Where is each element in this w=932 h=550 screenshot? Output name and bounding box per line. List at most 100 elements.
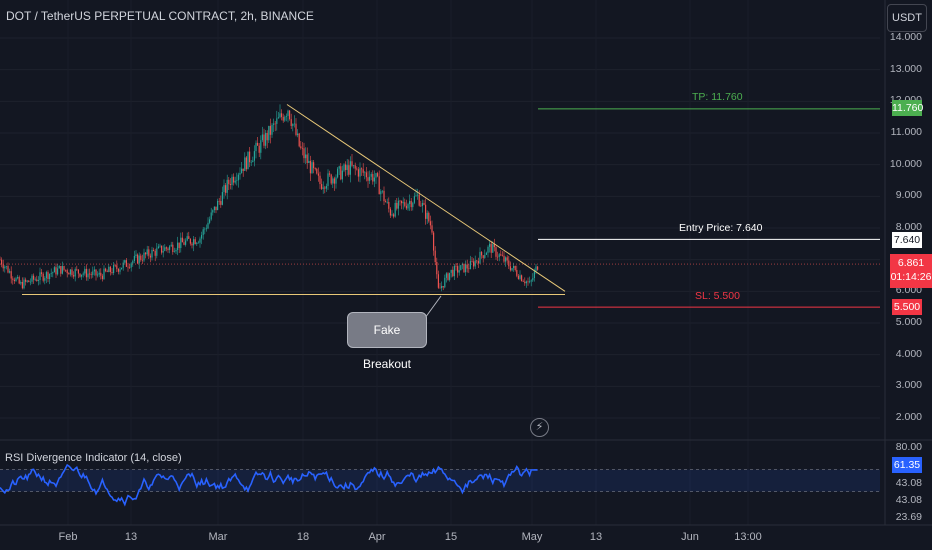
candle-body (265, 132, 267, 146)
candle-body (1, 259, 3, 265)
candle-body (409, 200, 411, 205)
candle-body (194, 239, 196, 244)
candle-body (527, 281, 529, 283)
candle-body (457, 266, 459, 273)
candle-body (261, 134, 263, 141)
tp-label: TP: 11.760 (692, 91, 743, 103)
candle-body (212, 210, 214, 213)
candlestick-series (0, 104, 539, 292)
candle-body (469, 261, 471, 269)
candle-body (121, 267, 123, 270)
candle-body (106, 271, 108, 273)
candle-body (415, 195, 417, 197)
candle-body (66, 270, 68, 274)
candle-body (279, 113, 281, 118)
candle-body (429, 221, 431, 226)
candle-body (460, 265, 462, 271)
candle-body (44, 278, 46, 281)
candle-body (439, 287, 441, 289)
candle-body (234, 180, 236, 183)
candle-body (322, 187, 324, 189)
candle-body (450, 269, 452, 273)
candle-body (231, 176, 233, 186)
candle-body (197, 242, 199, 244)
candle-body (255, 142, 257, 152)
candle-body (143, 252, 145, 261)
candle-body (519, 275, 521, 279)
candle-body (25, 279, 27, 282)
rsi-value-tag: 61.35 (892, 457, 922, 473)
candle-body (407, 204, 409, 209)
candle-body (317, 173, 319, 176)
candle-body (381, 190, 383, 192)
rsi-tick-2369: 23.69 (895, 511, 922, 523)
candle-body (463, 263, 465, 273)
candle-body (300, 146, 302, 148)
candle-body (489, 243, 491, 247)
candle-body (17, 277, 19, 279)
candle-body (130, 263, 132, 268)
candle-body (359, 168, 361, 177)
candle-body (290, 119, 292, 126)
price-tick-label: 5.000 (895, 316, 922, 328)
candle-body (74, 269, 76, 277)
candle-body (263, 134, 265, 146)
candle-body (313, 162, 315, 169)
candle-body (529, 281, 531, 283)
candle-body (354, 165, 356, 169)
candle-body (114, 265, 116, 266)
candle-body (21, 282, 23, 289)
candle-body (465, 264, 467, 273)
candle-body (12, 278, 14, 280)
candle-body (199, 238, 201, 243)
candle-body (127, 266, 129, 268)
candle-body (373, 177, 375, 182)
candle-body (52, 272, 54, 274)
candle-body (501, 255, 503, 257)
candle-body (13, 279, 15, 282)
candle-body (287, 110, 289, 117)
fake-breakout-callout[interactable]: Fake Breakout (347, 312, 427, 371)
candle-body (141, 259, 143, 261)
candle-body (244, 157, 246, 171)
candle-body (260, 140, 262, 153)
candle-body (335, 177, 337, 184)
candle-body (253, 151, 255, 161)
candle-body (90, 274, 92, 275)
candle-body (77, 269, 79, 274)
candle-body (428, 212, 430, 222)
candle-body (305, 154, 307, 159)
candle-body (509, 266, 511, 271)
candle-body (389, 208, 391, 216)
candle-body (289, 110, 291, 120)
candle-body (183, 242, 185, 245)
time-tick-label: May (521, 531, 543, 543)
candle-body (175, 249, 177, 252)
candle-body (57, 268, 59, 275)
candle-body (101, 275, 103, 280)
candle-body (516, 270, 518, 276)
candle-body (167, 248, 169, 250)
candle-body (103, 268, 105, 280)
candle-body (266, 132, 268, 141)
currency-button[interactable]: USDT (887, 4, 927, 32)
candle-body (383, 190, 385, 202)
candle-body (434, 250, 436, 263)
candle-body (521, 275, 523, 282)
candle-body (410, 200, 412, 208)
price-tick-label: 8.000 (895, 221, 922, 233)
candle-body (241, 168, 243, 173)
price-tick-label: 14.000 (889, 31, 922, 43)
candle-body (362, 169, 364, 173)
candle-body (28, 280, 30, 283)
candle-body (367, 177, 369, 181)
candle-body (269, 125, 271, 135)
candle-body (79, 273, 81, 277)
candle-body (87, 273, 89, 278)
candle-body (105, 268, 107, 272)
candle-body (461, 263, 463, 266)
candle-body (220, 201, 222, 205)
candle-body (258, 145, 260, 153)
lightning-icon[interactable]: ⚡ (530, 418, 549, 437)
